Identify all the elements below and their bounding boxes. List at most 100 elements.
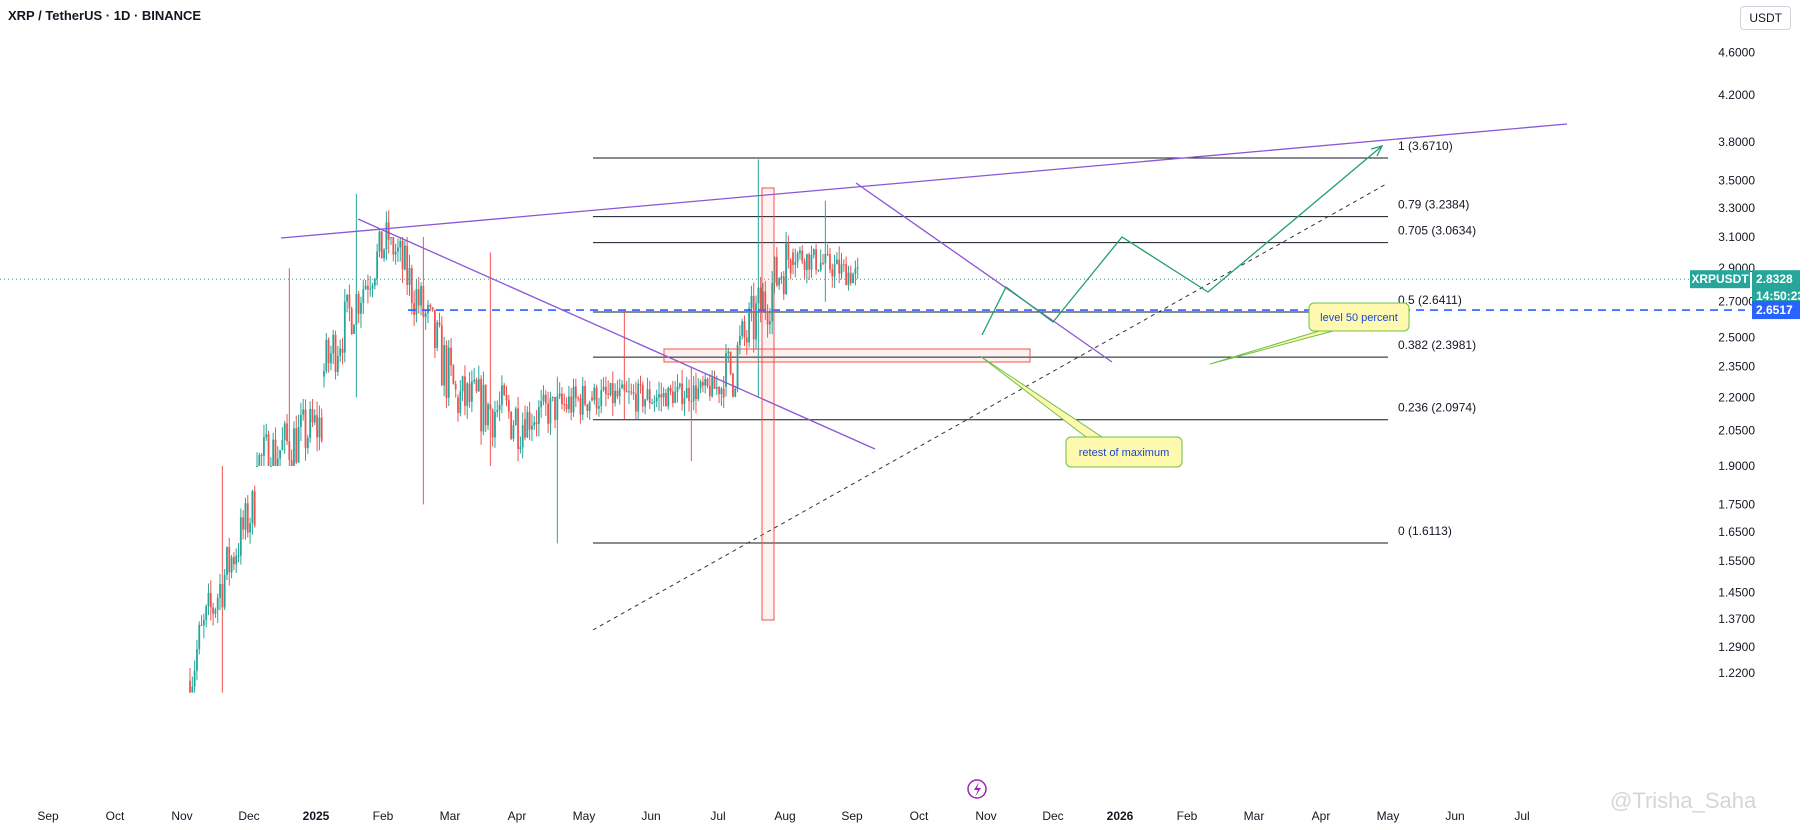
candle-body [676,386,679,392]
candle-body [829,254,831,270]
note-box [1065,436,1183,468]
candle-body [787,243,790,260]
candle-body [473,379,476,382]
price-tick-label: 3.8000 [1718,135,1755,149]
candle-body [699,381,702,389]
candle-body [380,231,383,259]
candle-body [849,272,852,284]
time-tick-label: Dec [238,809,259,823]
candle-body [202,620,205,626]
candle-body [491,409,494,438]
fib-level-label: 0 (1.6113) [1398,524,1452,538]
candle-body [600,390,603,407]
candle-body [683,398,686,404]
candle-body [293,428,295,466]
candle-body [482,384,485,432]
candle-body [736,344,739,389]
time-tick-label: Nov [171,809,192,823]
candle-body [480,378,483,432]
price-tick-label: 4.2000 [1718,88,1755,102]
price-tick-label: 2.2000 [1718,390,1755,404]
candle-body [376,251,379,279]
candle-body [598,406,600,409]
candle-body [219,584,221,598]
candle-body [778,278,781,286]
price-tick-label: 1.7500 [1718,497,1755,511]
price-tick-label: 1.3700 [1718,612,1755,626]
candle-body [570,396,573,413]
candle-body [616,390,619,397]
candle-body [845,264,848,286]
candle-body [704,378,707,386]
candle-body [646,389,649,400]
candle-body [572,386,575,413]
time-tick-label: Jun [1445,809,1464,823]
candle-body [831,269,834,277]
horizontal-highlight-box [663,348,1031,363]
candle-body [350,308,353,334]
watermark-text: @Trisha_Saha [1610,788,1757,813]
candle-body [207,592,210,607]
candle-body [695,385,697,400]
candle-body [838,259,841,274]
candle-body [216,597,219,610]
candle-body [459,391,462,413]
candle-body [447,347,450,398]
candle-body [304,409,307,449]
candle-body [826,253,829,255]
candle-body [260,454,263,456]
candle-body [725,353,727,387]
candle-body [544,394,547,404]
candle-body [256,465,258,467]
candle-body [401,240,404,270]
candle-body [796,253,799,263]
candle-body [283,423,286,440]
candle-body [542,394,545,402]
candle-body [681,383,684,404]
candle-body [720,388,723,395]
time-tick-label: Aug [774,809,795,823]
lightning-icon-glyph [974,782,981,797]
ascending-dashed-trendline [592,182,1389,631]
candle-body [297,427,300,463]
symbol-tag-label: XRPUSDT [1691,272,1749,286]
candle-body [835,259,838,265]
candle-body [621,384,623,389]
candle-body [242,517,245,530]
candle-body [267,434,270,466]
candle-body [484,384,487,426]
candle-body [803,261,806,271]
candle-body [651,402,653,404]
fib-level-label: 0.5 (2.6411) [1398,293,1462,307]
candle-body [498,404,501,411]
candle-body [239,517,242,556]
candle-body [579,398,582,415]
currency-button[interactable]: USDT [1740,6,1791,30]
time-tick-label: Jul [1514,809,1529,823]
candle-body [574,386,577,399]
candle-body [244,503,247,530]
candle-body [794,262,797,265]
price-tick-label: 1.9000 [1718,459,1755,473]
candle-body [641,384,644,407]
candle-body [678,383,681,387]
candle-body [276,458,279,466]
candle-body [607,393,610,396]
candle-body [521,425,524,448]
candle-body [764,291,767,312]
candle-body [362,289,365,304]
price-tick-label: 3.5000 [1718,173,1755,187]
candle-body [316,415,318,438]
candle-body [792,252,794,265]
candle-body [748,308,751,343]
candle-body [808,254,811,270]
candle-body [235,555,238,565]
candle-body [346,294,349,302]
candle-body [588,401,591,411]
candle-body [718,387,720,395]
fib-level-label: 0.382 (2.3981) [1398,338,1476,352]
candle-body [531,425,533,430]
candle-body [494,411,496,438]
candle-body [556,396,559,421]
